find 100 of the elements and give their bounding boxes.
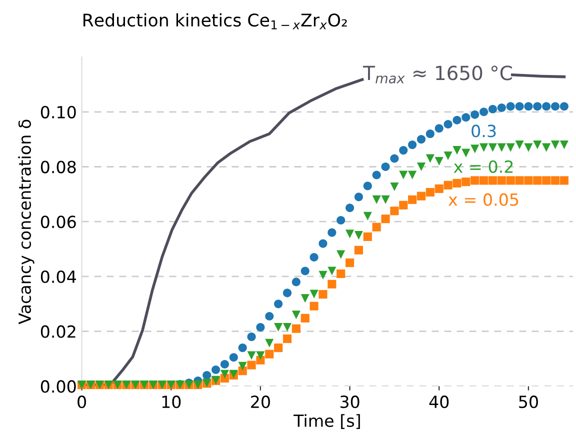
point xyxy=(300,266,310,276)
x-axis-title: Time [s] xyxy=(294,414,360,430)
point xyxy=(247,360,256,370)
point xyxy=(515,102,524,111)
point xyxy=(310,290,318,298)
point xyxy=(408,140,417,150)
point xyxy=(390,154,399,163)
point xyxy=(533,102,542,111)
point xyxy=(300,314,310,322)
point xyxy=(550,102,560,111)
point xyxy=(497,103,506,112)
point xyxy=(310,302,318,310)
point xyxy=(470,144,480,154)
y-tick-label: 0.10 xyxy=(40,106,76,118)
point xyxy=(462,178,470,186)
point xyxy=(399,146,408,155)
point xyxy=(328,266,336,276)
point xyxy=(336,269,346,278)
point xyxy=(265,312,274,321)
x-tick-label: 30 xyxy=(340,396,360,408)
chart-title: Reduction kinetics Ce$_{1−x}$Zr$_{x}$O₂ xyxy=(83,13,347,30)
point xyxy=(372,222,381,232)
point xyxy=(390,206,399,216)
point xyxy=(282,334,292,344)
point xyxy=(550,140,560,150)
point xyxy=(336,216,346,225)
x-tick-label: 40 xyxy=(429,396,449,408)
point xyxy=(381,214,390,224)
point xyxy=(300,294,310,303)
point xyxy=(480,108,488,116)
point xyxy=(462,113,470,122)
point xyxy=(444,152,452,160)
point xyxy=(444,180,452,190)
point xyxy=(238,362,247,370)
point xyxy=(480,176,488,185)
x-tick-label: 50 xyxy=(519,396,538,408)
point xyxy=(282,322,292,332)
x-tick-label: 10 xyxy=(162,396,181,408)
point xyxy=(229,353,238,362)
point xyxy=(354,192,364,202)
point xyxy=(328,228,336,237)
point xyxy=(560,140,568,150)
point xyxy=(506,176,515,185)
point xyxy=(292,310,300,320)
point xyxy=(480,143,488,152)
point xyxy=(506,102,515,111)
point xyxy=(265,338,274,348)
point xyxy=(220,360,230,369)
point xyxy=(346,258,354,268)
y-tick-label: 0.04 xyxy=(40,270,76,284)
point xyxy=(310,252,318,262)
point xyxy=(292,324,300,333)
y-tick-label: 0.02 xyxy=(40,325,76,338)
point xyxy=(318,270,328,280)
point xyxy=(524,102,533,111)
point xyxy=(434,124,444,133)
annotation: T$_{max}$ ≈ 1650 °C xyxy=(362,66,512,84)
point xyxy=(238,344,247,352)
point xyxy=(515,140,524,150)
series-label: x = 0.2 xyxy=(454,160,513,173)
point xyxy=(372,195,381,204)
point xyxy=(346,204,354,212)
point xyxy=(452,178,462,188)
point xyxy=(247,351,256,360)
point xyxy=(381,162,390,172)
y-axis-title: Vacancy concentration δ xyxy=(18,120,34,324)
point xyxy=(560,102,568,111)
point xyxy=(524,176,533,185)
y-tick-label: 0.00 xyxy=(40,380,76,393)
point xyxy=(274,344,283,352)
point xyxy=(282,288,292,298)
point xyxy=(318,290,328,299)
point xyxy=(328,280,336,288)
point xyxy=(470,176,480,185)
series-label: 0.3 xyxy=(472,124,496,138)
point xyxy=(416,192,426,200)
point xyxy=(488,104,497,114)
point xyxy=(497,143,506,152)
x-tick-label: 20 xyxy=(251,396,270,408)
point xyxy=(462,148,470,158)
point xyxy=(399,200,408,210)
y-tick-label: 0.06 xyxy=(40,216,76,228)
point xyxy=(506,143,515,152)
point xyxy=(372,170,381,180)
point xyxy=(524,143,533,152)
point xyxy=(274,300,283,308)
point xyxy=(434,184,444,193)
point xyxy=(470,110,480,119)
point xyxy=(354,246,364,254)
point xyxy=(390,182,399,192)
point xyxy=(408,195,417,204)
point xyxy=(408,170,417,180)
point xyxy=(434,156,444,166)
point xyxy=(560,176,568,185)
point xyxy=(274,322,283,332)
point xyxy=(426,188,434,197)
point xyxy=(399,170,408,180)
point xyxy=(381,195,390,204)
point xyxy=(363,232,372,241)
point xyxy=(220,370,230,378)
